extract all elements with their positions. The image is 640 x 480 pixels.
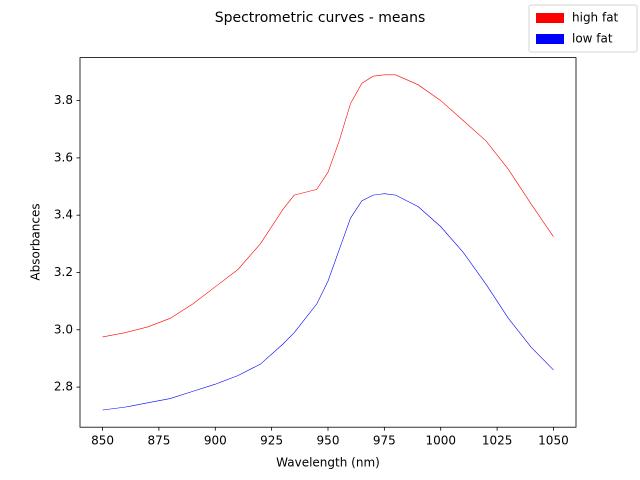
y-tick-label: 3.8 bbox=[54, 93, 73, 107]
y-tick-label: 3.6 bbox=[54, 150, 73, 164]
x-tick-label: 1000 bbox=[425, 434, 456, 448]
x-tick-label: 925 bbox=[260, 434, 283, 448]
x-tick-label: 900 bbox=[204, 434, 227, 448]
series-line bbox=[102, 74, 554, 338]
x-axis-label: Wavelength (nm) bbox=[276, 456, 380, 470]
legend-swatch bbox=[536, 34, 564, 44]
x-tick-label: 1025 bbox=[482, 434, 513, 448]
series-line bbox=[102, 193, 554, 411]
y-tick-label: 3.2 bbox=[54, 265, 73, 279]
plot-frame bbox=[79, 57, 577, 428]
legend-label: low fat bbox=[572, 32, 613, 46]
y-axis-label: Absorbances bbox=[29, 203, 43, 280]
legend-label: high fat bbox=[572, 11, 619, 25]
y-tick-label: 3.0 bbox=[54, 322, 73, 336]
y-tick-label: 3.4 bbox=[54, 208, 73, 222]
legend-swatch bbox=[536, 13, 564, 23]
x-tick-label: 950 bbox=[317, 434, 340, 448]
y-tick-label: 2.8 bbox=[54, 380, 73, 394]
x-tick-label: 975 bbox=[373, 434, 396, 448]
x-tick-label: 850 bbox=[91, 434, 114, 448]
x-tick-label: 1050 bbox=[538, 434, 569, 448]
x-tick-label: 875 bbox=[147, 434, 170, 448]
chart-title: Spectrometric curves - means bbox=[215, 10, 426, 26]
